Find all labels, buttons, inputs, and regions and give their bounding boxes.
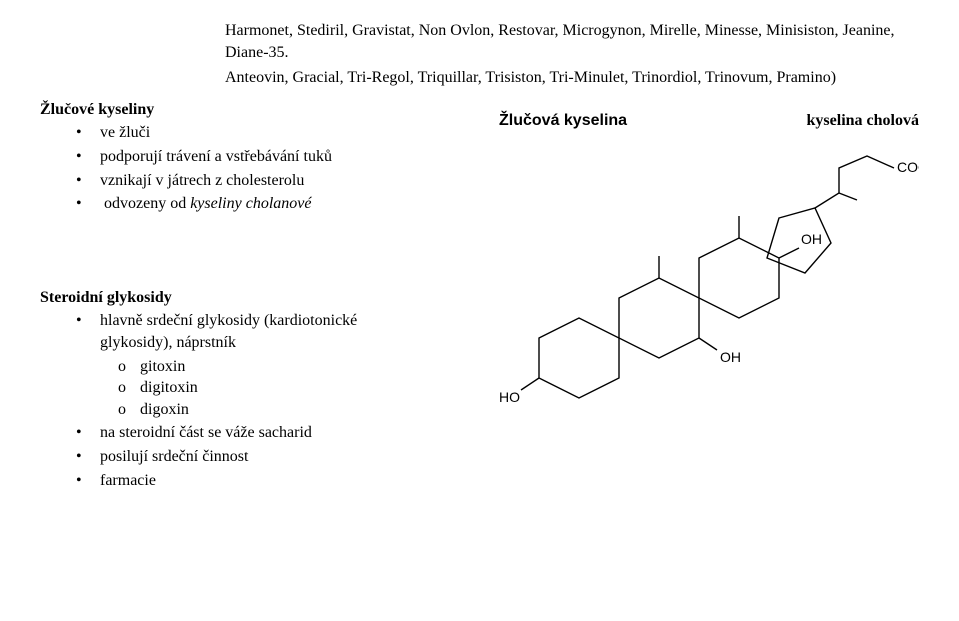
list-item-text: odvozeny od — [104, 195, 190, 212]
list-item-italic: kyseliny cholanové — [190, 195, 311, 212]
list-item: posilují srdeční činnost — [100, 446, 919, 468]
intro-paragraph-2: Anteovin, Gracial, Tri-Regol, Triquillar… — [225, 67, 919, 89]
atom-label-ho: HO — [499, 389, 520, 405]
figure-cholic-acid: Žlučová kyselina kyselina cholová — [499, 110, 919, 438]
intro-paragraph-1: Harmonet, Stediril, Gravistat, Non Ovlon… — [225, 20, 919, 63]
list-item: farmacie — [100, 470, 919, 492]
list-item: podporují trávení a vstřebávání tuků — [100, 146, 370, 168]
figure-label-right: kyselina cholová — [807, 110, 919, 132]
atom-label-oh: OH — [801, 231, 822, 247]
figure-label-left: Žlučová kyselina — [499, 110, 807, 132]
atom-label-cooh: COOH — [897, 159, 919, 175]
atom-label-oh2: OH — [720, 349, 741, 365]
list-item: hlavně srdeční glykosidy (kardiotonické … — [100, 310, 420, 353]
cholic-acid-structure-icon: OH COOH HO O OH — [499, 138, 919, 438]
